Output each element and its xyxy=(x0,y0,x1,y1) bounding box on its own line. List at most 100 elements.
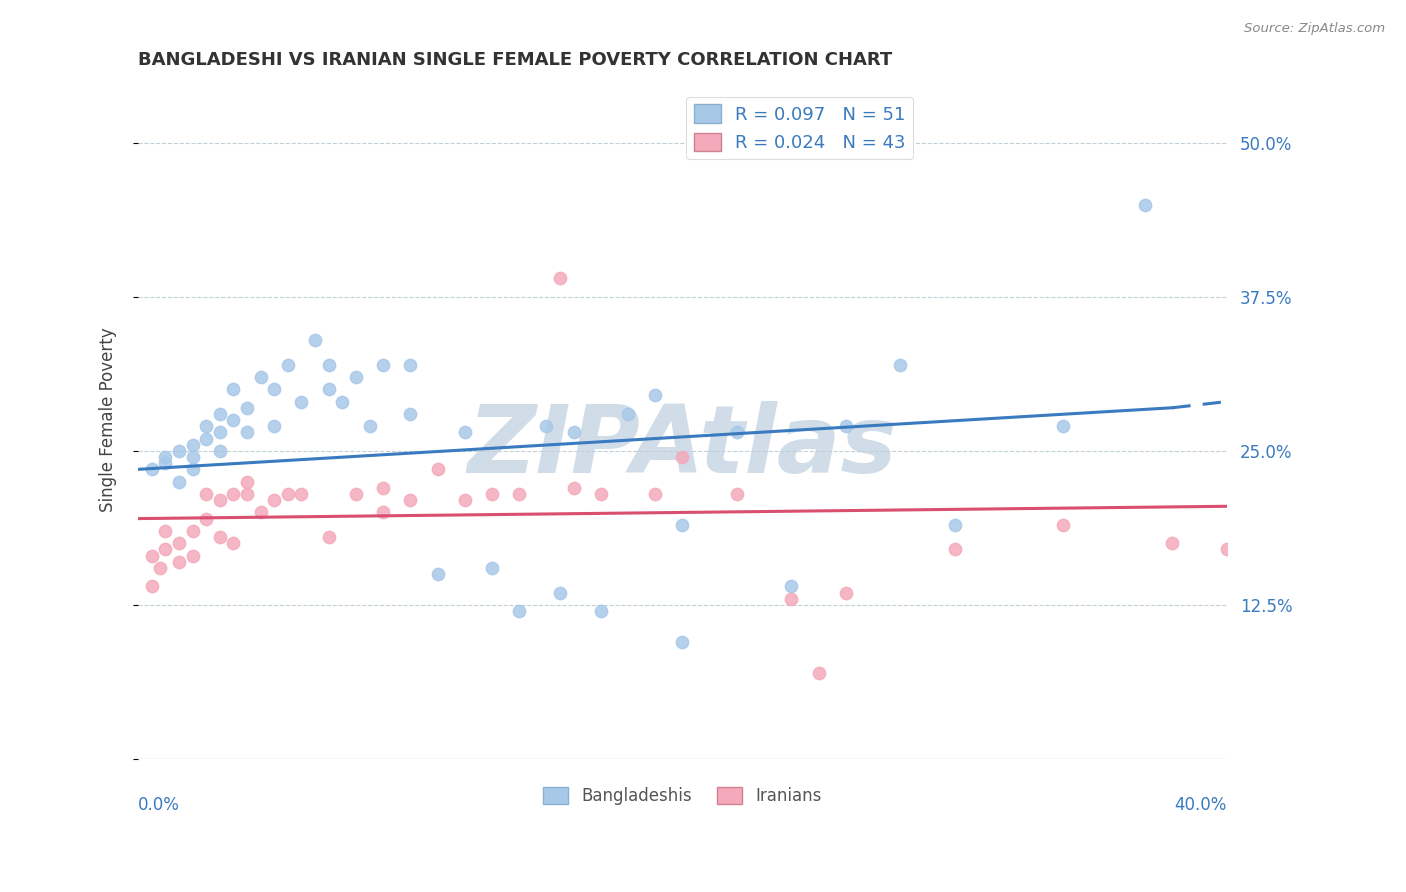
Point xyxy=(889,358,911,372)
Point xyxy=(318,530,340,544)
Point xyxy=(208,407,231,421)
Point xyxy=(167,475,190,489)
Point xyxy=(426,567,449,582)
Legend: Bangladeshis, Iranians: Bangladeshis, Iranians xyxy=(537,780,828,812)
Point xyxy=(290,487,312,501)
Point xyxy=(481,487,503,501)
Point xyxy=(167,443,190,458)
Point xyxy=(208,493,231,508)
Point xyxy=(263,382,285,396)
Point xyxy=(249,505,271,519)
Point xyxy=(562,481,585,495)
Point xyxy=(263,493,285,508)
Point xyxy=(181,524,204,538)
Point xyxy=(330,394,353,409)
Point xyxy=(249,370,271,384)
Point xyxy=(671,517,693,532)
Point xyxy=(344,370,367,384)
Point xyxy=(195,419,218,434)
Text: 0.0%: 0.0% xyxy=(138,796,180,814)
Point xyxy=(536,419,558,434)
Point xyxy=(167,555,190,569)
Point xyxy=(222,382,245,396)
Point xyxy=(399,358,422,372)
Point xyxy=(236,475,259,489)
Point xyxy=(548,585,571,599)
Point xyxy=(725,425,748,440)
Point xyxy=(277,487,299,501)
Point xyxy=(236,425,259,440)
Text: Source: ZipAtlas.com: Source: ZipAtlas.com xyxy=(1244,22,1385,36)
Point xyxy=(236,487,259,501)
Point xyxy=(835,585,858,599)
Point xyxy=(617,407,640,421)
Point xyxy=(318,358,340,372)
Point xyxy=(644,487,666,501)
Point xyxy=(155,456,177,470)
Point xyxy=(371,481,394,495)
Y-axis label: Single Female Poverty: Single Female Poverty xyxy=(100,327,117,512)
Point xyxy=(371,358,394,372)
Point xyxy=(943,517,966,532)
Point xyxy=(562,425,585,440)
Point xyxy=(208,425,231,440)
Point xyxy=(195,432,218,446)
Point xyxy=(208,530,231,544)
Point xyxy=(508,487,530,501)
Point xyxy=(644,388,666,402)
Point xyxy=(222,413,245,427)
Point xyxy=(181,450,204,464)
Point xyxy=(671,450,693,464)
Point xyxy=(141,549,163,563)
Point xyxy=(780,579,803,593)
Point xyxy=(399,493,422,508)
Point xyxy=(454,493,477,508)
Point xyxy=(290,394,312,409)
Point xyxy=(1052,419,1074,434)
Point xyxy=(181,549,204,563)
Point xyxy=(141,462,163,476)
Point xyxy=(426,462,449,476)
Text: 40.0%: 40.0% xyxy=(1174,796,1227,814)
Point xyxy=(1133,197,1156,211)
Point xyxy=(141,579,163,593)
Point xyxy=(1052,517,1074,532)
Point xyxy=(181,438,204,452)
Point xyxy=(943,542,966,557)
Point xyxy=(149,561,172,575)
Point xyxy=(399,407,422,421)
Point xyxy=(277,358,299,372)
Point xyxy=(155,542,177,557)
Point xyxy=(371,505,394,519)
Point xyxy=(1161,536,1184,550)
Point xyxy=(589,604,612,618)
Text: ZIPAtlas: ZIPAtlas xyxy=(468,401,897,493)
Point xyxy=(725,487,748,501)
Point xyxy=(208,443,231,458)
Point xyxy=(454,425,477,440)
Point xyxy=(155,524,177,538)
Point xyxy=(359,419,381,434)
Point xyxy=(155,450,177,464)
Point xyxy=(671,634,693,648)
Point xyxy=(835,419,858,434)
Point xyxy=(236,401,259,415)
Point xyxy=(195,511,218,525)
Point xyxy=(167,536,190,550)
Point xyxy=(589,487,612,501)
Point xyxy=(780,591,803,606)
Point xyxy=(344,487,367,501)
Point xyxy=(807,665,830,680)
Text: BANGLADESHI VS IRANIAN SINGLE FEMALE POVERTY CORRELATION CHART: BANGLADESHI VS IRANIAN SINGLE FEMALE POV… xyxy=(138,51,893,69)
Point xyxy=(548,271,571,285)
Point xyxy=(508,604,530,618)
Point xyxy=(1216,542,1239,557)
Point xyxy=(318,382,340,396)
Point xyxy=(222,487,245,501)
Point xyxy=(481,561,503,575)
Point xyxy=(222,536,245,550)
Point xyxy=(304,333,326,347)
Point xyxy=(263,419,285,434)
Point xyxy=(195,487,218,501)
Point xyxy=(181,462,204,476)
